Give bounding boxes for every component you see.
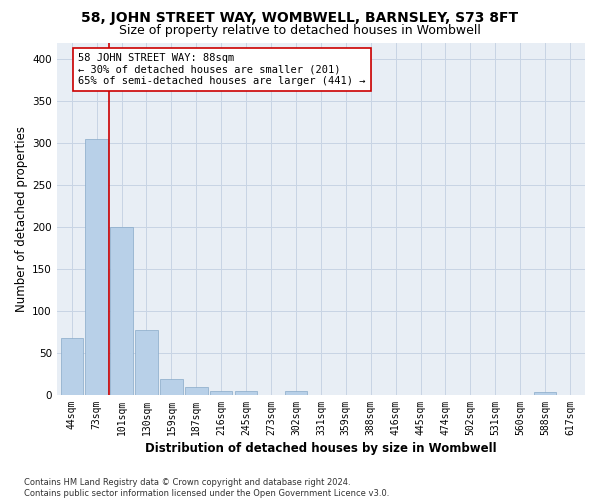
Bar [61,338,83,395]
Text: Contains HM Land Registry data © Crown copyright and database right 2024.
Contai: Contains HM Land Registry data © Crown c… [24,478,389,498]
Bar [534,392,556,395]
Bar [85,139,108,395]
Bar [185,388,208,395]
Bar [210,390,232,395]
Bar [135,330,158,395]
Bar [285,390,307,395]
Bar [160,379,182,395]
Text: 58 JOHN STREET WAY: 88sqm
← 30% of detached houses are smaller (201)
65% of semi: 58 JOHN STREET WAY: 88sqm ← 30% of detac… [78,53,365,86]
Y-axis label: Number of detached properties: Number of detached properties [15,126,28,312]
Bar [235,390,257,395]
Bar [110,227,133,395]
Text: 58, JOHN STREET WAY, WOMBWELL, BARNSLEY, S73 8FT: 58, JOHN STREET WAY, WOMBWELL, BARNSLEY,… [82,11,518,25]
X-axis label: Distribution of detached houses by size in Wombwell: Distribution of detached houses by size … [145,442,497,455]
Text: Size of property relative to detached houses in Wombwell: Size of property relative to detached ho… [119,24,481,37]
